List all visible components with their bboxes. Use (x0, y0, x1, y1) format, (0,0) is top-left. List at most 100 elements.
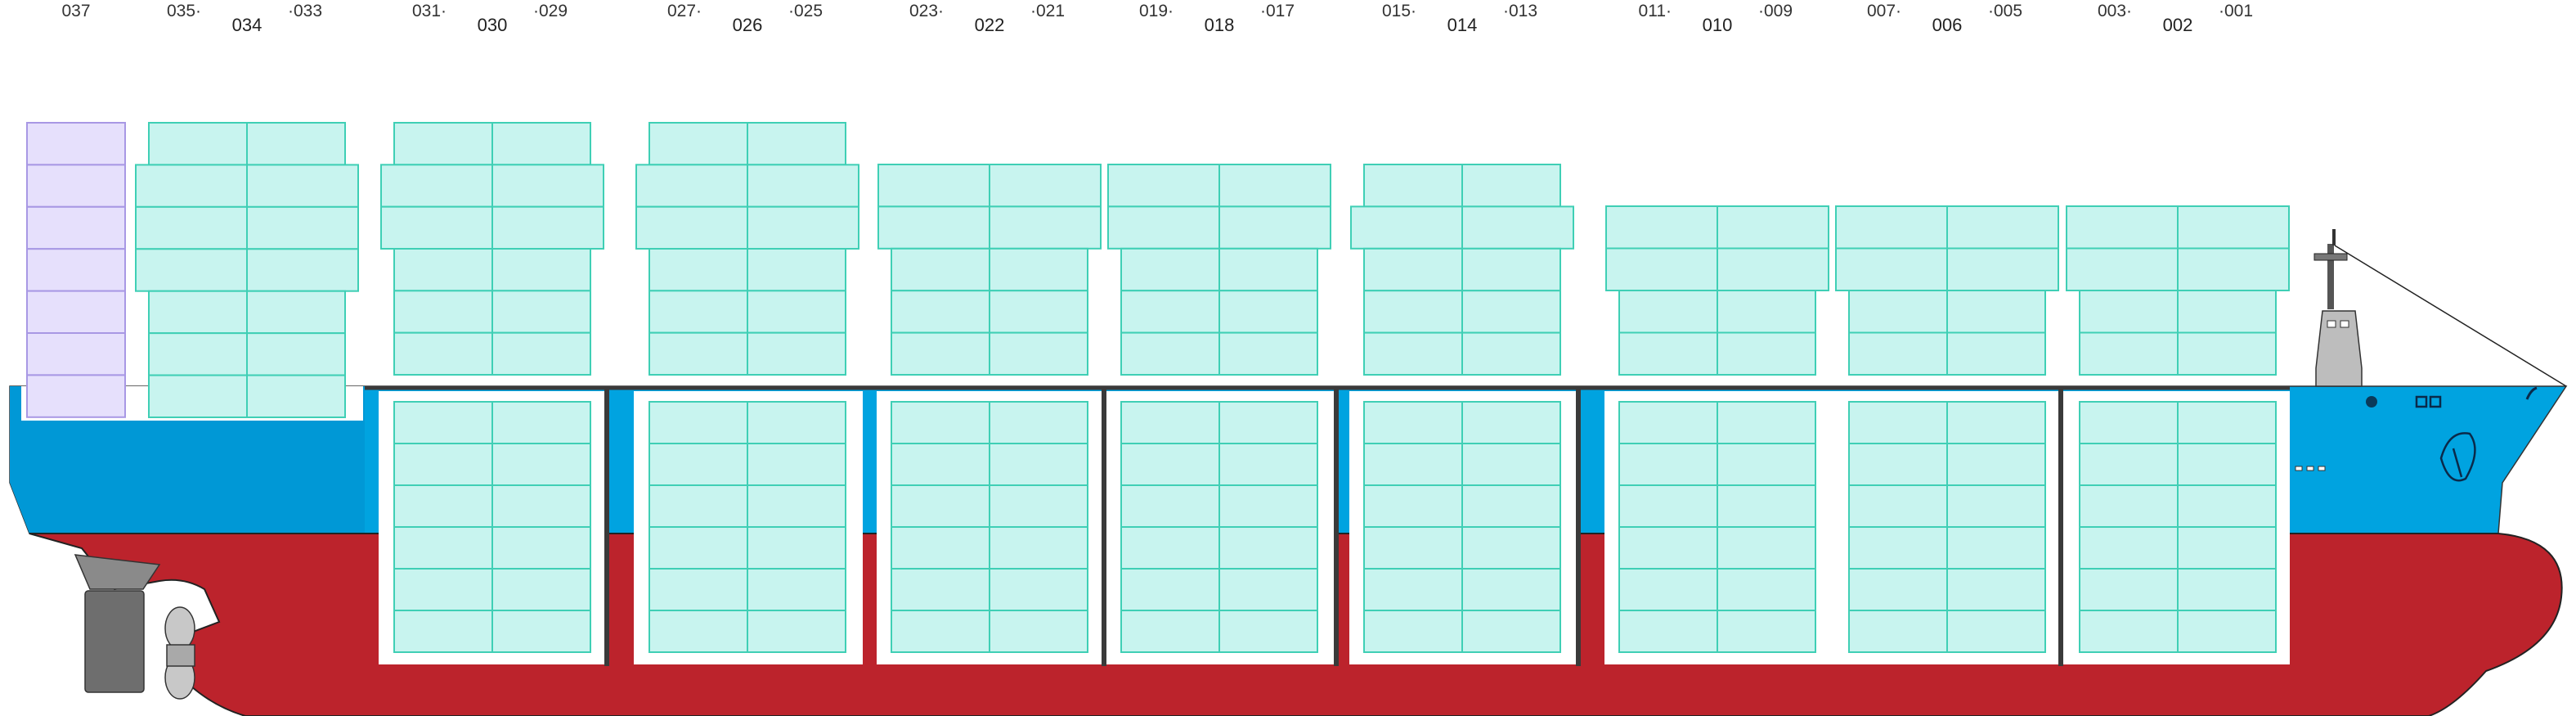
container (26, 248, 126, 292)
container-stacks (26, 122, 2290, 653)
container-tier (26, 122, 126, 166)
container-tier (2066, 205, 2290, 250)
container-tier (1120, 484, 1318, 528)
container-tier (1120, 568, 1318, 611)
container-tier (648, 568, 846, 611)
container-tier (1363, 610, 1561, 653)
container-tier (648, 122, 846, 166)
container-tier (877, 164, 1102, 208)
container-tier (891, 484, 1088, 528)
container-tier (1120, 401, 1318, 444)
container-tier (648, 248, 846, 292)
container-tier (1107, 205, 1331, 250)
container-tier (891, 568, 1088, 611)
container-tier (648, 290, 846, 334)
container-tier (1120, 526, 1318, 570)
container-tier (648, 401, 846, 444)
container-tier (891, 443, 1088, 486)
container-tier (1848, 331, 2046, 376)
container (26, 290, 126, 335)
bay-label-group: 037 (61, 2, 90, 20)
container-tier (1848, 484, 2046, 528)
container-tier (1618, 401, 1816, 444)
container-tier (1848, 610, 2046, 653)
container-tier (877, 205, 1102, 250)
container-tier (1363, 331, 1561, 376)
container-tier (1120, 443, 1318, 486)
bay-label-right: ·009 (1758, 2, 1793, 20)
bay-label-main: 026 (733, 15, 763, 35)
container-tier (648, 331, 846, 376)
container-tier (393, 484, 591, 528)
container-tier (2079, 526, 2277, 570)
bulkhead (1576, 388, 1581, 666)
container-tier (891, 290, 1088, 334)
bay-label-left: 031· (412, 2, 447, 20)
container-tier (148, 122, 346, 166)
container-tier (2079, 331, 2277, 376)
bay-label-main: 010 (1703, 15, 1733, 35)
bay-label-right: ·021 (1030, 2, 1065, 20)
mast-light (2332, 229, 2336, 245)
container-tier (26, 205, 126, 250)
container-tier (891, 526, 1088, 570)
container-tier (1848, 526, 2046, 570)
container-tier (1848, 568, 2046, 611)
container-tier (1120, 331, 1318, 376)
anchor-icon (2415, 395, 2442, 408)
bay-label-right: ·005 (1988, 2, 2022, 20)
container-tier (648, 484, 846, 528)
mast-stay (2334, 245, 2567, 387)
draft-mark-2 (2306, 466, 2314, 471)
container-tier (1120, 290, 1318, 334)
draft-mark-1 (2295, 466, 2303, 471)
bow-thruster-icon (2439, 432, 2476, 482)
bay-label-right: ·033 (288, 2, 322, 20)
container-tier (1605, 205, 1829, 250)
container-tier (1363, 164, 1561, 208)
container-tier (891, 247, 1088, 292)
container-tier (393, 443, 591, 486)
container-tier (393, 122, 591, 166)
rudder (84, 590, 145, 693)
propeller-hub (166, 644, 195, 667)
container-tier (393, 290, 591, 334)
container-tier (26, 374, 126, 418)
bay-label-group: 027· 026 ·025 (667, 2, 823, 35)
container-tier (891, 610, 1088, 653)
bay-label-left: 037 (61, 2, 90, 20)
foremast-platform (2313, 253, 2348, 261)
bay-label-left: 023· (909, 2, 944, 20)
container-tier (1618, 484, 1816, 528)
bulkhead (1334, 388, 1339, 666)
hatch-covers (365, 385, 2290, 666)
bay-label-left: 003· (2098, 2, 2132, 20)
container-tier (135, 248, 359, 292)
forecastle-house (2315, 310, 2363, 387)
bay-label-group: 007· 006 ·005 (1867, 2, 2022, 35)
container (26, 332, 126, 376)
bay-label-group: 015· 014 ·013 (1382, 2, 1537, 35)
container-tier (393, 248, 591, 292)
container-tier (2079, 290, 2277, 334)
bay-label-right: ·025 (788, 2, 823, 20)
container-tier (148, 332, 346, 376)
container-tier (2079, 401, 2277, 444)
container-tier (1363, 484, 1561, 528)
bay-label-left: 035· (167, 2, 201, 20)
container-tier (1120, 247, 1318, 292)
container-tier (891, 401, 1088, 444)
bow-mark-icon (2525, 386, 2538, 400)
container-tier (380, 164, 604, 208)
container-tier (26, 164, 126, 208)
container (26, 164, 126, 208)
container-tier (1618, 526, 1816, 570)
container-tier (1618, 331, 1816, 376)
container-tier (2079, 610, 2277, 653)
container-tier (1835, 205, 2059, 250)
bay-label-group: 011· 010 ·009 (1639, 2, 1793, 35)
bay-label-group: 003· 002 ·001 (2098, 2, 2253, 35)
bay-label-left: 027· (667, 2, 702, 20)
container-tier (1618, 290, 1816, 334)
bay-label-group: 023· 022 ·021 (909, 2, 1065, 35)
